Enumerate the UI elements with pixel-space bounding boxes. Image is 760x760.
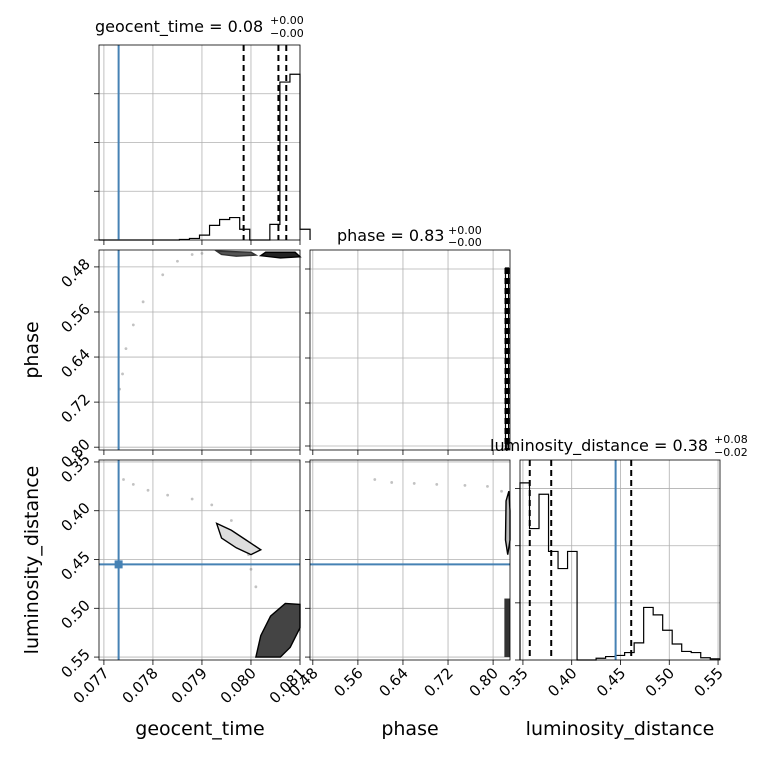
luminosity-distance-ytick-label-2: 0.45 bbox=[57, 548, 93, 584]
distance-vs-phase-contour-lower bbox=[504, 598, 510, 658]
distance-vs-geocent-sample-point-4 bbox=[190, 497, 194, 501]
phase-xtick-label-4: 0.80 bbox=[466, 664, 502, 700]
distance-vs-phase-sample-point-5 bbox=[486, 484, 489, 488]
geocent-time-histogram bbox=[94, 44, 311, 245]
phase-title-lower: −0.00 bbox=[448, 236, 482, 249]
luminosity-distance-title-value: 0.38 bbox=[672, 436, 708, 455]
distance-vs-phase-sample-point-2 bbox=[412, 482, 416, 485]
phase-title-value: 0.83 bbox=[409, 226, 445, 245]
y-axis-label-phase: phase bbox=[21, 321, 43, 378]
luminosity-distance-xtick-label-1: 0.40 bbox=[544, 664, 580, 700]
phase-xtick-label-2: 0.64 bbox=[375, 664, 411, 700]
geocent-time-xtick-label-2: 0.079 bbox=[168, 664, 211, 707]
distance-vs-geocent-truth-marker bbox=[114, 560, 123, 569]
luminosity-distance-title: luminosity_distance = 0.38 bbox=[490, 436, 708, 456]
phase-vs-geocent-frame bbox=[98, 249, 301, 451]
y-axis-label-luminosity-distance: luminosity_distance bbox=[21, 466, 43, 655]
phase-vs-geocent-contour-left bbox=[214, 250, 259, 257]
geocent-time-title: geocent_time = 0.08 bbox=[95, 17, 263, 37]
phase-histogram-frame bbox=[309, 249, 511, 451]
geocent-time-title-name: geocent_time bbox=[95, 17, 204, 37]
luminosity-distance-histogram: 0.35 0.40 0.45 0.50 0.55 bbox=[495, 459, 727, 700]
luminosity-distance-xtick-label-4: 0.55 bbox=[691, 664, 727, 700]
phase-title-upper: +0.00 bbox=[448, 224, 482, 237]
distance-vs-geocent-sample-point-3 bbox=[166, 493, 170, 497]
distance-vs-geocent-contour-upper bbox=[215, 522, 263, 556]
phase-vs-geocent-sample-point-1 bbox=[121, 372, 124, 376]
distance-vs-phase-sample-point-1 bbox=[390, 481, 394, 484]
luminosity-distance-histogram-frame bbox=[519, 459, 721, 661]
x-axis-label-phase: phase bbox=[381, 718, 438, 740]
distance-vs-geocent-sample-point-6 bbox=[229, 519, 233, 522]
distance-vs-phase-sample-point-6 bbox=[500, 489, 503, 493]
distance-vs-phase-sample-point-4 bbox=[463, 483, 467, 487]
phase-title-name: phase bbox=[337, 226, 385, 245]
distance-vs-geocent-sample-point-8 bbox=[249, 567, 253, 571]
luminosity-distance-title-lower: −0.02 bbox=[714, 446, 748, 459]
phase-ytick-label-3: 0.56 bbox=[57, 300, 93, 336]
phase-xtick-label-3: 0.72 bbox=[421, 664, 457, 700]
luminosity-distance-xtick-label-0: 0.35 bbox=[495, 664, 531, 700]
luminosity-distance-ytick-label-3: 0.40 bbox=[57, 499, 93, 535]
luminosity-distance-xtick-label-3: 0.50 bbox=[642, 664, 678, 700]
distance-vs-phase-contour-upper bbox=[504, 491, 511, 555]
phase-histogram bbox=[305, 249, 511, 455]
distance-vs-geocent-sample-point-2 bbox=[146, 488, 150, 492]
distance-vs-geocent-sample-point-5 bbox=[210, 503, 214, 507]
phase-vs-geocent-time-panel: 0.800.720.640.560.48 bbox=[57, 249, 302, 472]
distance-vs-geocent-sample-point-0 bbox=[122, 478, 125, 481]
phase-vs-geocent-sample-point-2 bbox=[124, 347, 128, 350]
distance-vs-phase-sample-point-3 bbox=[435, 482, 439, 486]
phase-ytick-label-4: 0.48 bbox=[57, 255, 93, 291]
distance-vs-phase-frame bbox=[309, 459, 511, 661]
phase-ytick-label-2: 0.64 bbox=[57, 345, 93, 381]
phase-vs-geocent-sample-point-8 bbox=[200, 251, 204, 255]
x-axis-label-geocent-time: geocent_time bbox=[135, 718, 264, 740]
geocent-time-title-lower: −0.00 bbox=[270, 27, 304, 40]
phase-vs-geocent-sample-point-6 bbox=[176, 259, 179, 263]
luminosity-distance-title-upper: +0.08 bbox=[714, 433, 748, 446]
phase-vs-geocent-sample-point-4 bbox=[141, 300, 145, 304]
distance-vs-geocent-sample-point-1 bbox=[131, 482, 135, 486]
phase-vs-geocent-sample-point-5 bbox=[161, 273, 165, 277]
phase-vs-geocent-contour-right bbox=[258, 251, 302, 259]
phase-ytick-label-1: 0.72 bbox=[57, 390, 93, 426]
distance-vs-geocent-sample-point-9 bbox=[254, 585, 258, 589]
phase-title: phase = 0.83 bbox=[337, 226, 444, 245]
phase-xtick-label-1: 0.56 bbox=[330, 664, 366, 700]
distance-vs-phase-panel: 0.48 0.56 0.64 0.72 0.80 bbox=[285, 459, 511, 700]
luminosity-distance-title-name: luminosity_distance bbox=[490, 436, 649, 456]
phase-vs-geocent-sample-point-3 bbox=[131, 323, 135, 327]
geocent-time-title-upper: +0.00 bbox=[270, 14, 304, 27]
luminosity-distance-histogram-step bbox=[519, 482, 721, 661]
x-axis-label-luminosity-distance: luminosity_distance bbox=[526, 718, 715, 740]
distance-vs-phase-sample-point-0 bbox=[373, 478, 377, 481]
distance-vs-geocent-contour-lower bbox=[255, 602, 301, 658]
distance-vs-geocent-frame bbox=[98, 459, 301, 661]
distance-vs-geocent-time-panel: 0.077 0.078 0.079 0.080 0.0810.550.500.450.4… bbox=[57, 450, 308, 707]
phase-vs-geocent-sample-point-7 bbox=[190, 253, 194, 256]
geocent-time-xtick-label-3: 0.080 bbox=[217, 664, 260, 707]
geocent-time-xtick-label-1: 0.078 bbox=[119, 664, 162, 707]
geocent-time-title-value: 0.08 bbox=[228, 17, 264, 36]
luminosity-distance-xtick-label-2: 0.45 bbox=[593, 664, 629, 700]
luminosity-distance-ytick-label-1: 0.50 bbox=[57, 596, 93, 632]
